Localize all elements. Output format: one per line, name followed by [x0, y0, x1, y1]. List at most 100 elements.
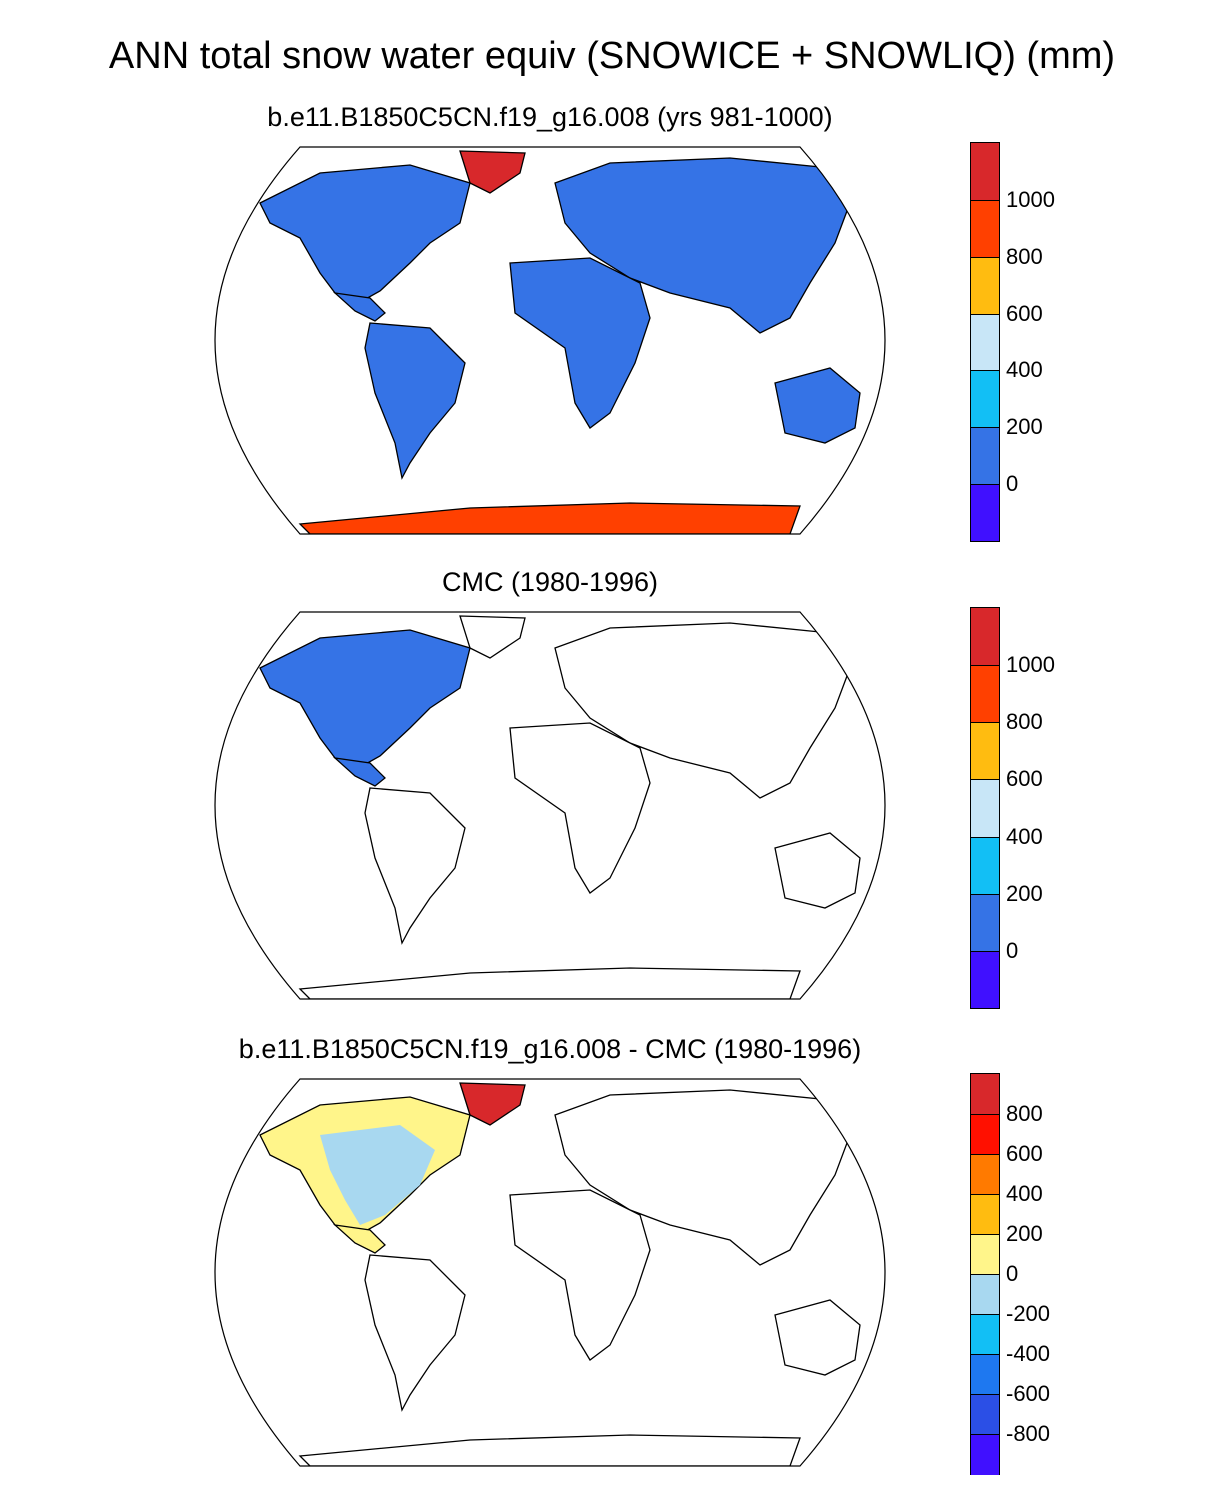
panel-1-colorbar — [970, 142, 1000, 542]
colorbar-segment — [971, 779, 999, 838]
land-greenland — [459, 1082, 526, 1126]
panel-1-map — [214, 146, 886, 535]
colorbar-tick-label: 600 — [1006, 300, 1043, 326]
land-south-america — [364, 1254, 466, 1412]
land-antarctica — [298, 502, 801, 534]
land-antarctica — [298, 1434, 801, 1466]
colorbar-segment — [971, 836, 999, 895]
colorbar-separator — [971, 1274, 999, 1275]
colorbar-tick-label: 200 — [1006, 414, 1043, 440]
land-eurasia — [554, 157, 851, 334]
colorbar-tick-label: -400 — [1006, 1341, 1051, 1366]
colorbar-tick-label: -600 — [1006, 1381, 1051, 1406]
land-eurasia — [554, 622, 851, 799]
colorbar-separator — [971, 484, 999, 486]
colorbar-tick-label: 0 — [1006, 1261, 1019, 1286]
colorbar-segment — [971, 370, 999, 428]
colorbar-separator — [971, 893, 999, 895]
colorbar-segment — [971, 1154, 999, 1195]
colorbar-tick-label: 600 — [1006, 1141, 1043, 1166]
colorbar-tick-label: 1000 — [1006, 652, 1055, 678]
colorbar-segment — [971, 256, 999, 315]
colorbar-tick-label: 800 — [1006, 243, 1043, 269]
colorbar-segment — [971, 950, 999, 1009]
panel-2-map — [214, 611, 886, 1000]
colorbar-separator — [971, 1154, 999, 1155]
panel-3-colorbar — [970, 1073, 1000, 1475]
land-central-america — [332, 1224, 386, 1254]
colorbar-separator — [971, 722, 999, 724]
colorbar-separator — [971, 199, 999, 201]
land-greenland — [459, 150, 526, 194]
colorbar-tick-label: 1000 — [1006, 186, 1055, 212]
colorbar-separator — [971, 1434, 999, 1435]
colorbar-tick-label: 400 — [1006, 357, 1043, 383]
colorbar-separator — [971, 665, 999, 667]
colorbar-segment — [971, 313, 999, 371]
colorbar-tick-label: 0 — [1006, 471, 1019, 497]
land-australia — [774, 832, 861, 909]
map-frame — [214, 146, 886, 535]
colorbar-segment — [971, 1314, 999, 1355]
colorbar-tick-label: 200 — [1006, 880, 1043, 906]
colorbar-tick-label: 600 — [1006, 766, 1043, 792]
land-eurasia — [554, 1089, 851, 1266]
colorbar-segment — [971, 199, 999, 258]
colorbar-tick-label: -200 — [1006, 1301, 1051, 1326]
colorbar-separator — [971, 1314, 999, 1315]
colorbar-separator — [971, 256, 999, 258]
colorbar-tick-label: 400 — [1006, 1181, 1043, 1206]
colorbar-segment — [971, 484, 999, 542]
colorbar-segment — [971, 1274, 999, 1315]
colorbar-separator — [971, 1114, 999, 1115]
land-central-america — [332, 757, 386, 787]
panel-2-colorbar — [970, 607, 1000, 1009]
colorbar-separator — [971, 427, 999, 429]
colorbar-segment — [971, 665, 999, 723]
land-north-america — [259, 629, 471, 771]
colorbar-separator — [971, 1194, 999, 1195]
land-antarctica — [298, 967, 801, 999]
colorbar-tick-label: 800 — [1006, 709, 1043, 735]
diff-negative-region — [320, 1125, 435, 1225]
colorbar-separator — [971, 370, 999, 372]
colorbar-segment — [971, 1194, 999, 1235]
panel-3-subtitle: b.e11.B1850C5CN.f19_g16.008 - CMC (1980-… — [238, 1034, 862, 1064]
colorbar-separator — [971, 1354, 999, 1355]
colorbar-segment — [971, 722, 999, 780]
colorbar-tick-label: 0 — [1006, 937, 1019, 963]
colorbar-separator — [971, 779, 999, 781]
land-africa — [509, 722, 651, 894]
land-south-america — [364, 787, 466, 945]
map-frame — [214, 611, 886, 1000]
colorbar-separator — [971, 836, 999, 838]
colorbar-segment — [971, 1114, 999, 1155]
land-africa — [509, 257, 651, 429]
land-greenland — [459, 615, 526, 659]
colorbar-tick-label: 200 — [1006, 1221, 1043, 1246]
colorbar-segment — [971, 1354, 999, 1395]
colorbar-segment — [971, 608, 999, 666]
land-south-america — [364, 322, 466, 480]
colorbar-tick-label: 800 — [1006, 1101, 1043, 1126]
colorbar-segment — [971, 1434, 999, 1475]
land-central-america — [332, 292, 386, 322]
colorbar-segment — [971, 1234, 999, 1275]
panel-1-subtitle: b.e11.B1850C5CN.f19_g16.008 (yrs 981-100… — [267, 102, 833, 132]
colorbar-separator — [971, 950, 999, 952]
figure-title: ANN total snow water equiv (SNOWICE + SN… — [108, 35, 1116, 77]
colorbar-tick-label: -800 — [1006, 1421, 1051, 1446]
colorbar-separator — [971, 1394, 999, 1395]
land-australia — [774, 367, 861, 444]
colorbar-segment — [971, 1394, 999, 1435]
land-north-america — [259, 164, 471, 306]
colorbar-segment — [971, 143, 999, 201]
colorbar-separator — [971, 1234, 999, 1235]
colorbar-tick-label: 400 — [1006, 823, 1043, 849]
colorbar-segment — [971, 1074, 999, 1115]
panel-3-map — [214, 1078, 886, 1467]
map-frame — [214, 1078, 886, 1467]
colorbar-segment — [971, 893, 999, 952]
land-australia — [774, 1299, 861, 1376]
land-africa — [509, 1189, 651, 1361]
